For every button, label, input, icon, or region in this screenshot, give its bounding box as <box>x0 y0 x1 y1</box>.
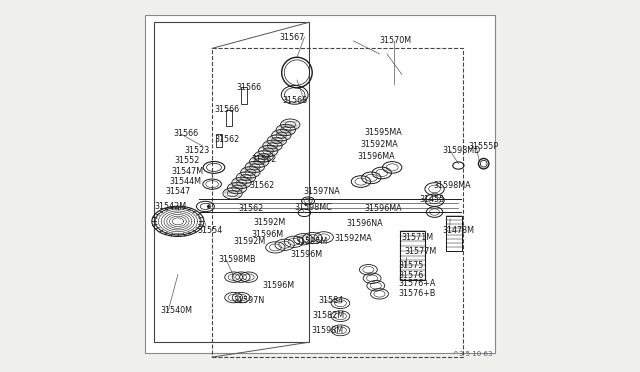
Text: 31582M: 31582M <box>312 311 345 320</box>
Text: 31592M: 31592M <box>253 218 285 227</box>
Bar <box>445 216 463 251</box>
Text: 31592MA: 31592MA <box>335 234 372 243</box>
Text: 31598MB: 31598MB <box>219 255 257 264</box>
Bar <box>154 22 309 342</box>
Text: 31598MD: 31598MD <box>443 146 481 155</box>
Text: 31571M: 31571M <box>401 233 433 242</box>
Text: 31596MA: 31596MA <box>365 204 403 213</box>
Text: 31595MA: 31595MA <box>365 128 403 137</box>
Bar <box>216 134 222 147</box>
Text: 31567: 31567 <box>279 33 305 42</box>
Text: 31554: 31554 <box>197 226 223 235</box>
Text: 31597NA: 31597NA <box>303 187 340 196</box>
Text: 31596M: 31596M <box>251 230 284 239</box>
Text: 31562: 31562 <box>238 204 264 213</box>
Text: 31547: 31547 <box>166 187 191 196</box>
Text: 31566: 31566 <box>214 105 239 114</box>
Text: ^3 5 10 63: ^3 5 10 63 <box>454 351 493 357</box>
Bar <box>401 231 424 280</box>
Text: 31562: 31562 <box>251 155 276 164</box>
Text: 31566: 31566 <box>236 83 261 92</box>
Text: 31597N: 31597N <box>234 296 265 305</box>
Text: 31598MC: 31598MC <box>294 203 332 212</box>
Text: 31598M: 31598M <box>312 326 344 335</box>
Text: 31592MA: 31592MA <box>361 140 399 149</box>
Text: 31540M: 31540M <box>161 306 193 315</box>
Bar <box>226 110 232 126</box>
Text: 31568: 31568 <box>283 96 308 105</box>
Text: 31576+B: 31576+B <box>398 289 435 298</box>
Text: 31584: 31584 <box>318 296 343 305</box>
Text: 31547M: 31547M <box>172 167 204 176</box>
Text: 31577M: 31577M <box>405 247 437 256</box>
Text: 31523: 31523 <box>184 146 209 155</box>
Text: 31473M: 31473M <box>442 226 474 235</box>
Text: 31575: 31575 <box>398 262 424 270</box>
Text: 31596NA: 31596NA <box>346 219 383 228</box>
Text: 31455: 31455 <box>420 195 445 203</box>
Text: 31596M: 31596M <box>262 281 294 290</box>
Text: 31566: 31566 <box>173 129 198 138</box>
Text: 31555P: 31555P <box>468 142 499 151</box>
Text: 31596MA: 31596MA <box>357 153 395 161</box>
Bar <box>241 87 246 104</box>
Text: 31592M: 31592M <box>234 237 266 246</box>
Text: 31596M: 31596M <box>291 250 323 259</box>
Text: 31598MA: 31598MA <box>433 182 471 190</box>
Text: 31595M: 31595M <box>296 237 328 246</box>
Text: 31544M: 31544M <box>170 177 202 186</box>
Text: 31570M: 31570M <box>380 36 412 45</box>
Text: 31562: 31562 <box>214 135 239 144</box>
Text: 31576+A: 31576+A <box>398 279 435 288</box>
Text: 31542M: 31542M <box>154 202 187 211</box>
Bar <box>212 48 463 357</box>
Text: 31552: 31552 <box>175 156 200 165</box>
Text: 31562: 31562 <box>250 182 275 190</box>
Text: 31576: 31576 <box>398 271 424 280</box>
